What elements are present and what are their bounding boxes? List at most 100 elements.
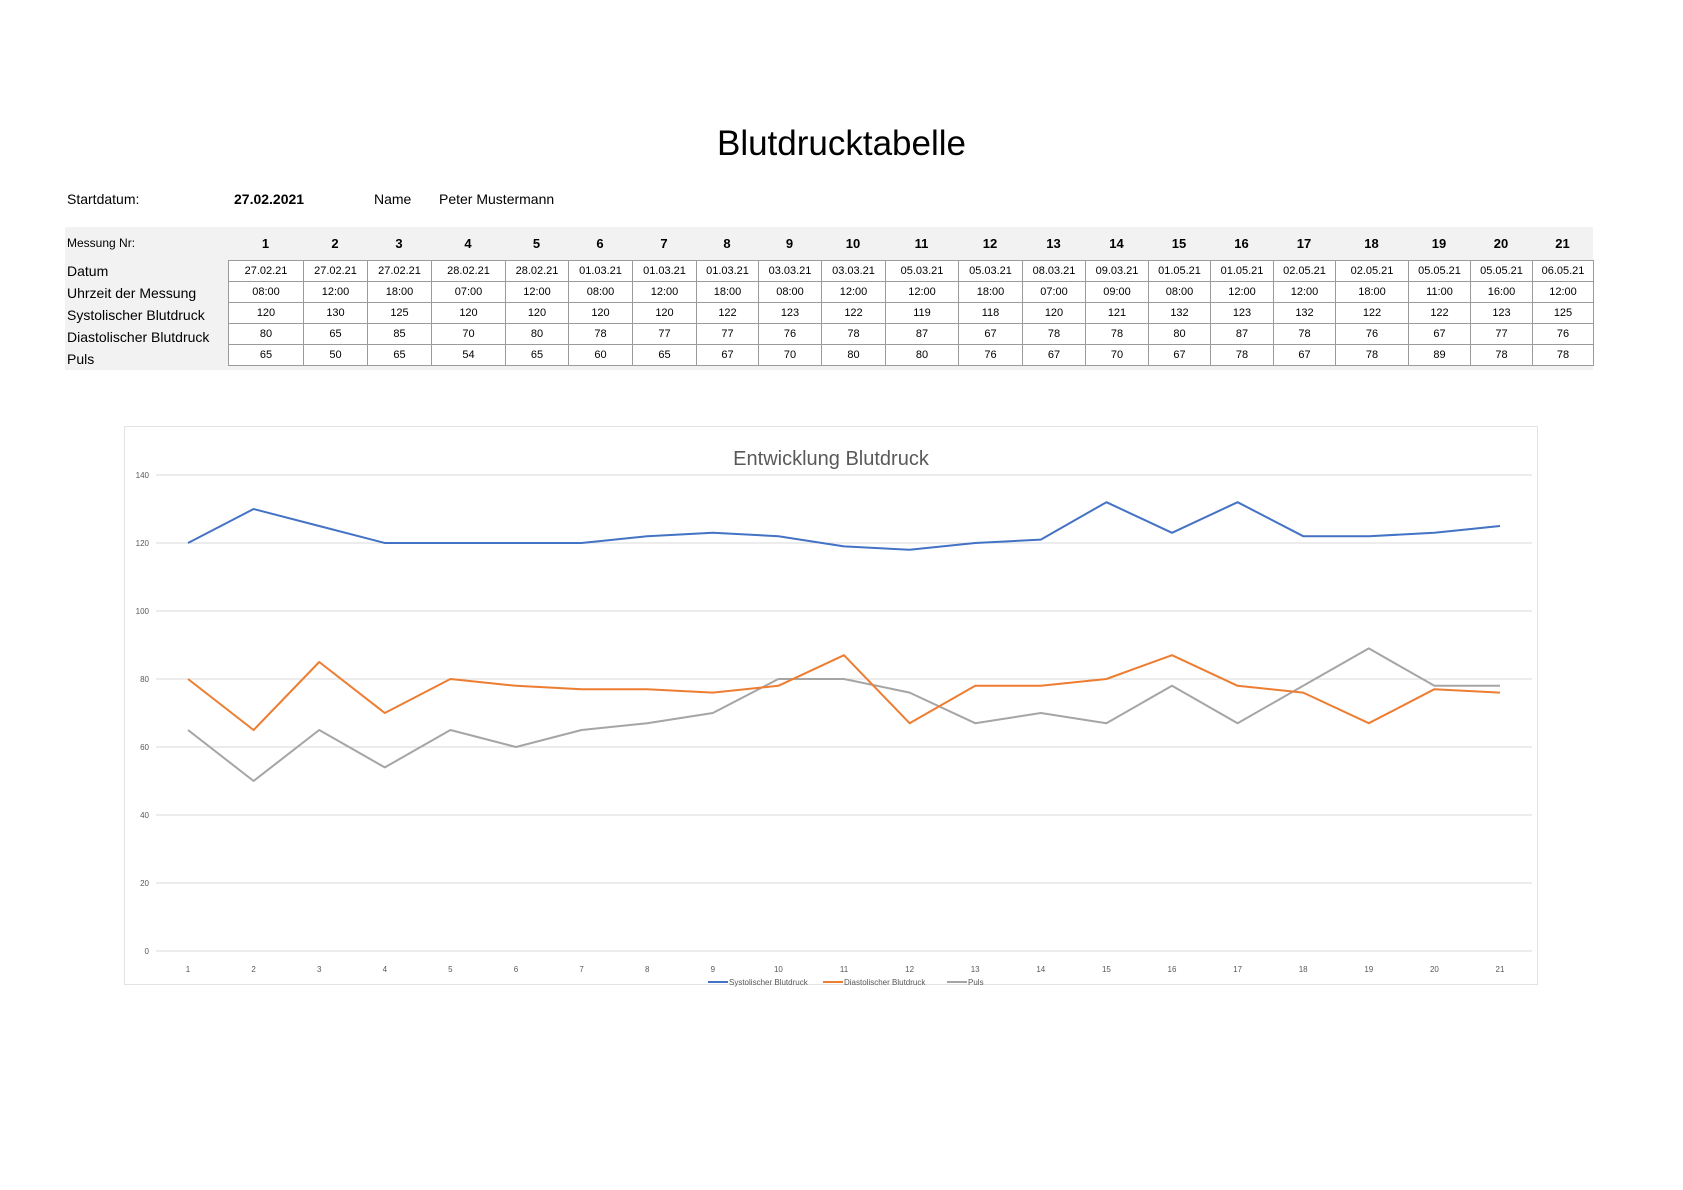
pulse-cell[interactable]: 65: [505, 344, 569, 366]
time-cell[interactable]: 08:00: [228, 281, 304, 303]
date-cell[interactable]: 03.03.21: [758, 260, 822, 282]
date-cell[interactable]: 05.05.21: [1408, 260, 1471, 282]
date-cell[interactable]: 28.02.21: [431, 260, 506, 282]
date-cell[interactable]: 01.05.21: [1148, 260, 1211, 282]
time-cell[interactable]: 12:00: [1210, 281, 1274, 303]
pulse-cell[interactable]: 78: [1210, 344, 1274, 366]
date-cell[interactable]: 27.02.21: [228, 260, 304, 282]
diastolic-cell[interactable]: 76: [758, 323, 822, 345]
pulse-cell[interactable]: 65: [632, 344, 697, 366]
measurement-number: 17: [1296, 236, 1312, 251]
systolic-cell[interactable]: 120: [228, 302, 304, 324]
diastolic-cell[interactable]: 77: [632, 323, 697, 345]
time-cell[interactable]: 12:00: [505, 281, 569, 303]
systolic-cell[interactable]: 130: [303, 302, 368, 324]
date-cell[interactable]: 01.03.21: [568, 260, 633, 282]
time-cell[interactable]: 08:00: [758, 281, 822, 303]
diastolic-cell[interactable]: 80: [1148, 323, 1211, 345]
time-cell[interactable]: 18:00: [696, 281, 759, 303]
measurement-number: 3: [395, 236, 403, 251]
time-cell[interactable]: 09:00: [1085, 281, 1149, 303]
pulse-cell[interactable]: 54: [431, 344, 506, 366]
measurement-number: 20: [1493, 236, 1509, 251]
systolic-cell[interactable]: 122: [821, 302, 886, 324]
date-cell[interactable]: 01.05.21: [1210, 260, 1274, 282]
pulse-cell[interactable]: 65: [228, 344, 304, 366]
diastolic-cell[interactable]: 78: [1085, 323, 1149, 345]
date-cell[interactable]: 03.03.21: [821, 260, 886, 282]
time-cell[interactable]: 18:00: [958, 281, 1023, 303]
pulse-cell[interactable]: 78: [1470, 344, 1533, 366]
date-cell[interactable]: 02.05.21: [1335, 260, 1409, 282]
pulse-cell[interactable]: 89: [1408, 344, 1471, 366]
time-cell[interactable]: 12:00: [1532, 281, 1594, 303]
time-cell[interactable]: 08:00: [568, 281, 633, 303]
y-tick-label: 120: [136, 539, 150, 548]
systolic-cell[interactable]: 123: [758, 302, 822, 324]
diastolic-cell[interactable]: 78: [1022, 323, 1086, 345]
date-cell[interactable]: 05.03.21: [885, 260, 959, 282]
x-tick-label: 19: [1364, 965, 1373, 974]
table-row-systolisch: 120 130 125 120 120 120 120 122 123 122 119 118 120 1…: [228, 302, 1594, 324]
pulse-cell[interactable]: 76: [958, 344, 1023, 366]
diastolic-cell[interactable]: 77: [1470, 323, 1533, 345]
x-tick-label: 17: [1233, 965, 1242, 974]
systolic-cell[interactable]: 120: [632, 302, 697, 324]
date-cell[interactable]: 08.03.21: [1022, 260, 1086, 282]
time-cell[interactable]: 11:00: [1408, 281, 1471, 303]
date-cell[interactable]: 01.03.21: [696, 260, 759, 282]
time-cell[interactable]: 12:00: [821, 281, 886, 303]
diastolic-cell[interactable]: 78: [821, 323, 886, 345]
pulse-cell[interactable]: 67: [1148, 344, 1211, 366]
y-tick-label: 20: [140, 879, 149, 888]
systolic-cell[interactable]: 123: [1210, 302, 1274, 324]
systolic-cell[interactable]: 120: [1022, 302, 1086, 324]
systolic-cell[interactable]: 125: [1532, 302, 1594, 324]
diastolic-cell[interactable]: 76: [1335, 323, 1409, 345]
pulse-cell[interactable]: 78: [1532, 344, 1594, 366]
time-cell[interactable]: 07:00: [1022, 281, 1086, 303]
x-tick-label: 1: [186, 965, 191, 974]
time-cell[interactable]: 16:00: [1470, 281, 1533, 303]
systolic-cell[interactable]: 132: [1273, 302, 1336, 324]
time-cell[interactable]: 12:00: [632, 281, 697, 303]
systolic-cell[interactable]: 125: [367, 302, 432, 324]
systolic-cell[interactable]: 120: [431, 302, 506, 324]
date-cell[interactable]: 27.02.21: [303, 260, 368, 282]
pulse-cell[interactable]: 67: [1273, 344, 1336, 366]
date-cell[interactable]: 02.05.21: [1273, 260, 1336, 282]
diastolic-cell[interactable]: 78: [568, 323, 633, 345]
systolic-cell[interactable]: 119: [885, 302, 959, 324]
time-cell[interactable]: 18:00: [367, 281, 432, 303]
pulse-cell[interactable]: 50: [303, 344, 368, 366]
measurement-number: 4: [464, 236, 472, 251]
date-cell[interactable]: 05.03.21: [958, 260, 1023, 282]
measurement-number: 11: [914, 236, 929, 251]
time-cell[interactable]: 12:00: [885, 281, 959, 303]
date-cell[interactable]: 06.05.21: [1532, 260, 1594, 282]
time-cell[interactable]: 07:00: [431, 281, 506, 303]
diastolic-cell[interactable]: 70: [431, 323, 506, 345]
pulse-cell[interactable]: 80: [885, 344, 959, 366]
diastolic-cell[interactable]: 67: [958, 323, 1023, 345]
date-cell[interactable]: 09.03.21: [1085, 260, 1149, 282]
pulse-cell[interactable]: 78: [1335, 344, 1409, 366]
systolic-cell[interactable]: 122: [1408, 302, 1471, 324]
diastolic-cell[interactable]: 80: [228, 323, 304, 345]
systolic-cell[interactable]: 121: [1085, 302, 1149, 324]
pulse-cell[interactable]: 70: [1085, 344, 1149, 366]
date-cell[interactable]: 01.03.21: [632, 260, 697, 282]
diastolic-cell[interactable]: 77: [696, 323, 759, 345]
diastolic-cell[interactable]: 87: [885, 323, 959, 345]
systolic-cell[interactable]: 123: [1470, 302, 1533, 324]
pulse-cell[interactable]: 65: [367, 344, 432, 366]
pulse-cell[interactable]: 67: [696, 344, 759, 366]
x-tick-label: 5: [448, 965, 453, 974]
date-cell[interactable]: 28.02.21: [505, 260, 569, 282]
legend-item: Puls: [968, 978, 984, 987]
systolic-cell[interactable]: 122: [1335, 302, 1409, 324]
systolic-cell[interactable]: 122: [696, 302, 759, 324]
systolic-cell[interactable]: 120: [505, 302, 569, 324]
pulse-cell[interactable]: 80: [821, 344, 886, 366]
date-cell[interactable]: 27.02.21: [367, 260, 432, 282]
